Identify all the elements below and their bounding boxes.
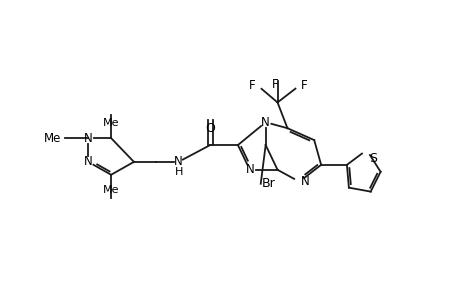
Text: N: N bbox=[261, 116, 269, 129]
Text: F: F bbox=[249, 79, 255, 92]
Text: N: N bbox=[174, 155, 183, 168]
Text: Me: Me bbox=[103, 184, 119, 195]
Text: Me: Me bbox=[103, 118, 119, 128]
Text: Me: Me bbox=[44, 132, 62, 145]
Text: N: N bbox=[84, 155, 93, 168]
Text: H: H bbox=[175, 167, 183, 177]
Text: N: N bbox=[84, 132, 93, 145]
Text: F: F bbox=[301, 79, 307, 92]
Text: S: S bbox=[368, 152, 376, 165]
Text: O: O bbox=[205, 122, 215, 135]
Text: N: N bbox=[301, 175, 309, 188]
Text: N: N bbox=[245, 163, 254, 176]
Text: Br: Br bbox=[261, 177, 275, 190]
Text: F: F bbox=[272, 78, 278, 91]
